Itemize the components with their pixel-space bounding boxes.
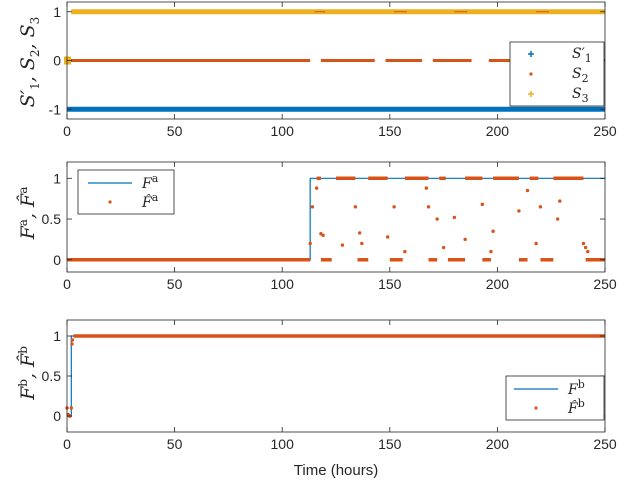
series-fa-hat-marks <box>360 241 364 246</box>
panel-1-ylabel: S′1, S2, S3 <box>17 17 42 107</box>
panel-3-axes: 0 50 100 150 200 250 0 0.5 1 <box>42 319 617 452</box>
x-tick-label: 250 <box>593 276 617 292</box>
legend-box <box>77 169 175 215</box>
panel-3-ylabel: Fb, F̂b <box>16 346 39 401</box>
series-fa-hat-marks <box>310 205 315 209</box>
x-tick-label: 50 <box>167 123 183 139</box>
series-fa-hat-marks <box>480 202 485 207</box>
panel-1-axes: 0 50 100 150 200 250-101 <box>49 1 617 139</box>
panel-1-states: 0 50 100 150 200 250-101 S′1, S2, S3 S′1 S2 S… <box>17 1 617 139</box>
series-fa-hat-marks <box>403 249 407 254</box>
series-fb-hat-marks <box>69 406 74 410</box>
y-tick-label: -1 <box>49 101 62 117</box>
series-fa-hat-marks <box>321 233 325 238</box>
panel-1-marks <box>64 9 605 112</box>
x-tick-label: 100 <box>271 123 295 139</box>
series-fa-hat-marks <box>452 215 457 220</box>
series-fa-hat-marks <box>581 241 586 246</box>
x-tick-label: 150 <box>378 123 402 139</box>
x-tick-label: 150 <box>378 436 402 452</box>
x-tick-label: 100 <box>271 276 295 292</box>
legend-marker-fb-hat <box>534 406 538 410</box>
y-tick-label: 0 <box>53 408 61 424</box>
panel-2-axes: 0 50 100 150 200 250 0 0.5 1 <box>42 161 617 292</box>
legend-marker-fa-hat <box>108 200 112 204</box>
panel-2-fa: 0 50 100 150 200 250 0 0.5 1 Fa, F̂a Fa F̂a <box>16 161 617 292</box>
x-tick-label: 50 <box>167 276 183 292</box>
series-fa-hat-marks <box>558 199 562 203</box>
x-tick-label: 0 <box>63 276 71 292</box>
y-tick-label: 0 <box>53 53 61 69</box>
panel-2-marks <box>67 176 605 262</box>
series-fa-hat-marks <box>424 186 429 190</box>
x-tick-label: 0 <box>63 436 71 452</box>
legend-marker-s3 <box>528 91 534 97</box>
x-tick-label: 250 <box>593 123 617 139</box>
series-fb-hat-marks <box>70 338 75 342</box>
x-tick-label: 200 <box>486 276 510 292</box>
series-fa-hat-marks <box>489 249 493 254</box>
panel-2-legend: Fa F̂a <box>77 169 175 215</box>
legend-box <box>505 375 605 421</box>
y-tick-label: 1 <box>53 328 61 344</box>
series-fa-hat-marks <box>555 217 560 221</box>
series-fa-hat-marks <box>463 237 467 242</box>
x-tick-label: 50 <box>167 436 183 452</box>
x-axis-label: Time (hours) <box>294 462 378 479</box>
panel-3-fb: 0 50 100 150 200 250 0 0.5 1 Fb, F̂b Fb F̂b <box>16 319 617 452</box>
x-tick-label: 100 <box>271 436 295 452</box>
series-fa-hat-marks <box>583 245 588 250</box>
series-fa-hat-marks <box>517 209 521 213</box>
series-fa-hat-marks <box>534 241 538 246</box>
series-fa-hat-marks <box>392 205 396 209</box>
series-fa-hat-marks <box>340 243 345 247</box>
x-tick-label: 200 <box>486 123 510 139</box>
legend-marker-s1 <box>528 51 534 57</box>
panel-3-legend: Fb F̂b <box>505 375 605 421</box>
series-fa-hat-marks <box>314 186 319 190</box>
series-fa-hat-marks <box>586 249 590 254</box>
y-tick-label: 0.5 <box>42 211 62 227</box>
panel-2-ylabel: Fa, F̂a <box>16 187 39 241</box>
series-fa-hat-marks <box>491 229 495 233</box>
x-tick-label: 0 <box>63 123 71 139</box>
series-fb-hat-marks <box>70 342 74 346</box>
series-fa-hat-marks <box>385 235 390 239</box>
axes-frame <box>66 161 606 273</box>
x-tick-label: 150 <box>378 276 402 292</box>
y-tick-label: 0.5 <box>42 368 62 384</box>
panel-1-legend: S′1 S2 S3 <box>509 41 605 107</box>
series-fa-hat-marks <box>525 188 530 193</box>
series-fa-hat-marks <box>426 205 431 209</box>
series-fa-hat-marks <box>308 241 312 246</box>
series-fa-hat-marks <box>353 205 358 209</box>
legend-box <box>509 41 605 107</box>
y-tick-label: 0 <box>53 252 61 268</box>
series-fa-hat-marks <box>538 205 543 209</box>
series-fa-hat-marks <box>357 231 362 235</box>
x-tick-label: 250 <box>593 436 617 452</box>
y-tick-label: 1 <box>53 170 61 186</box>
legend-marker-s2 <box>529 72 533 76</box>
y-tick-label: 1 <box>53 4 61 20</box>
series-fa-hat-marks <box>441 245 446 250</box>
series-fa-hat-marks <box>435 217 439 221</box>
x-tick-label: 200 <box>486 436 510 452</box>
